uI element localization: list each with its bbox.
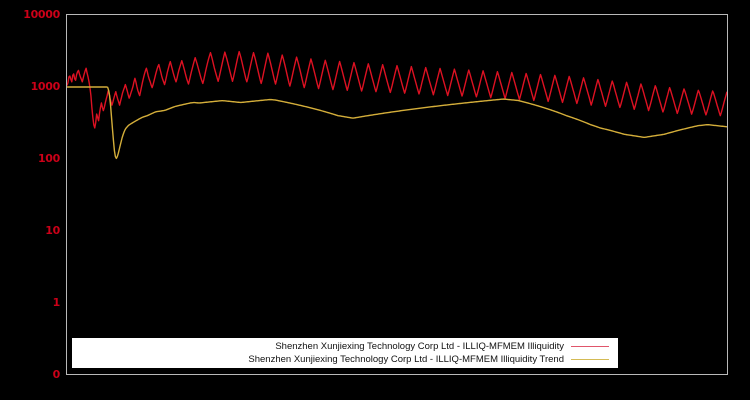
plot-area xyxy=(66,14,728,375)
y-axis-tick-10000: 10000 xyxy=(23,8,60,21)
legend-label-illiquidity-trend: Shenzhen Xunjiexing Technology Corp Ltd … xyxy=(248,354,564,365)
y-axis-tick-100: 100 xyxy=(37,152,60,165)
legend-swatch-illiquidity xyxy=(571,346,609,347)
y-axis-tick-0: 0 xyxy=(52,368,61,381)
legend-item-illiquidity: Shenzhen Xunjiexing Technology Corp Ltd … xyxy=(73,340,617,353)
legend-item-illiquidity-trend: Shenzhen Xunjiexing Technology Corp Ltd … xyxy=(73,353,617,366)
series-line-illiquidity-trend xyxy=(67,86,727,160)
y-axis-tick-1000: 1000 xyxy=(30,80,61,93)
y-axis-tick-1: 1 xyxy=(52,296,61,309)
chart-legend: Shenzhen Xunjiexing Technology Corp Ltd … xyxy=(72,338,618,368)
legend-swatch-illiquidity-trend xyxy=(571,359,609,360)
series-plot xyxy=(67,50,727,160)
y-axis-tick-10: 10 xyxy=(45,224,60,237)
series-line-illiquidity xyxy=(67,50,727,129)
legend-label-illiquidity: Shenzhen Xunjiexing Technology Corp Ltd … xyxy=(275,341,564,352)
